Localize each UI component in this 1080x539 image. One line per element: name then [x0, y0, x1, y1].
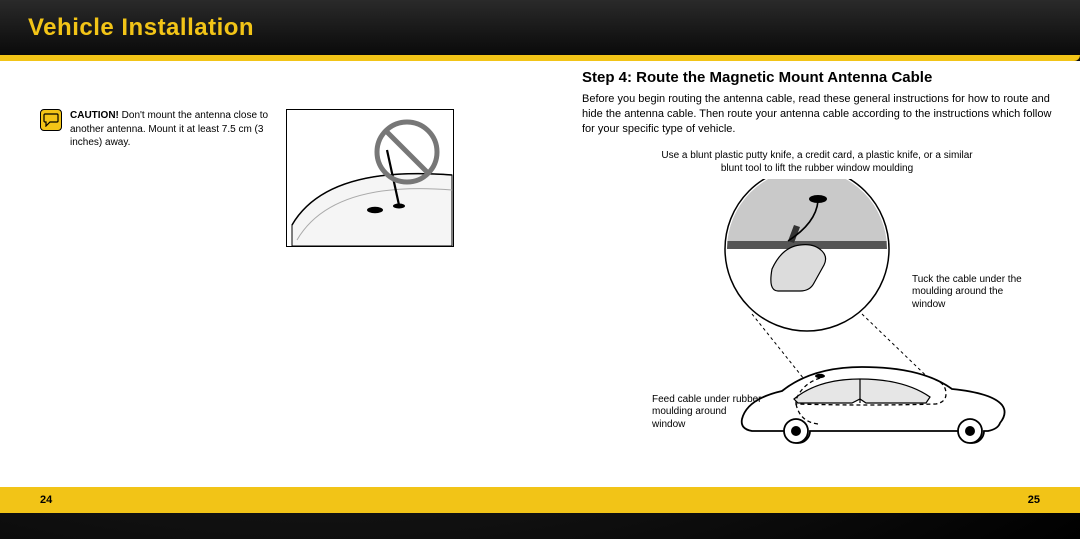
page-number-right: 25	[1028, 494, 1040, 506]
routing-diagram: Tuck the cable under the moulding around…	[582, 179, 1042, 459]
page-number-left: 24	[40, 494, 52, 506]
content-inner: CAUTION! Don't mount the antenna close t…	[0, 61, 1080, 513]
caution-block: CAUTION! Don't mount the antenna close t…	[40, 109, 270, 150]
step-body: Before you begin routing the antenna cab…	[582, 92, 1052, 137]
figure-prohibited-antenna	[286, 109, 454, 247]
caution-text: CAUTION! Don't mount the antenna close t…	[70, 109, 270, 150]
instruction-top: Use a blunt plastic putty knife, a credi…	[657, 149, 977, 175]
content-area: CAUTION! Don't mount the antenna close t…	[0, 61, 1080, 513]
right-column: Step 4: Route the Magnetic Mount Antenna…	[582, 69, 1052, 459]
header-bar: Vehicle Installation	[0, 0, 1080, 55]
footer-bar: 24 25	[0, 487, 1080, 513]
caution-label: CAUTION!	[70, 110, 119, 121]
label-tuck: Tuck the cable under the moulding around…	[912, 274, 1032, 312]
label-feed: Feed cable under rubber moulding around …	[652, 394, 762, 432]
speech-bubble-icon	[40, 109, 62, 131]
step-heading: Step 4: Route the Magnetic Mount Antenna…	[582, 69, 1052, 86]
page-title: Vehicle Installation	[28, 14, 1052, 42]
